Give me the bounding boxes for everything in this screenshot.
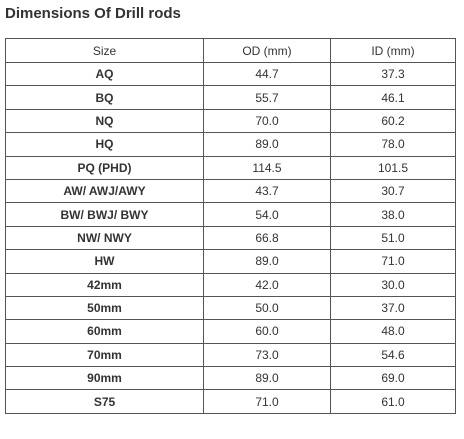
header-id: ID (mm) [330, 38, 456, 63]
cell-size: BQ [5, 85, 204, 110]
cell-id: 30.0 [330, 272, 456, 297]
cell-id: 69.0 [330, 366, 456, 391]
cell-size: BW/ BWJ/ BWY [5, 202, 204, 227]
cell-id: 46.1 [330, 85, 456, 110]
table-row: S75 71.0 61.0 [5, 389, 456, 414]
cell-id: 71.0 [330, 249, 456, 274]
cell-od: 54.0 [203, 202, 331, 227]
cell-id: 60.2 [330, 108, 456, 134]
cell-od: 71.0 [203, 389, 331, 414]
cell-size: 90mm [5, 366, 204, 391]
cell-size: S75 [5, 389, 204, 414]
cell-od: 89.0 [203, 132, 331, 157]
cell-od: 44.7 [203, 61, 331, 87]
cell-size: 50mm [5, 295, 204, 321]
cell-size: AQ [5, 61, 204, 87]
cell-id: 101.5 [330, 155, 456, 180]
cell-size: NQ [5, 108, 204, 134]
cell-size: HQ [5, 132, 204, 157]
table-row: 50mm 50.0 37.0 [5, 295, 456, 321]
table-header-row: Size OD (mm) ID (mm) [5, 38, 456, 63]
cell-size: 42mm [5, 272, 204, 297]
cell-od: 89.0 [203, 249, 331, 274]
table-row: BQ 55.7 46.1 [5, 85, 456, 110]
table-row: 42mm 42.0 30.0 [5, 272, 456, 297]
cell-id: 37.0 [330, 295, 456, 321]
table-row: NW/ NWY 66.8 51.0 [5, 225, 456, 251]
cell-od: 66.8 [203, 225, 331, 251]
cell-od: 42.0 [203, 272, 331, 297]
cell-id: 30.7 [330, 178, 456, 204]
table-row: 70mm 73.0 54.6 [5, 342, 456, 368]
header-od: OD (mm) [203, 38, 331, 63]
table-row: HW 89.0 71.0 [5, 249, 456, 274]
cell-od: 55.7 [203, 85, 331, 110]
cell-od: 60.0 [203, 319, 331, 344]
cell-id: 78.0 [330, 132, 456, 157]
cell-id: 54.6 [330, 342, 456, 368]
cell-size: AW/ AWJ/AWY [5, 178, 204, 204]
cell-size: NW/ NWY [5, 225, 204, 251]
cell-od: 70.0 [203, 108, 331, 134]
table-row: 90mm 89.0 69.0 [5, 366, 456, 391]
cell-od: 50.0 [203, 295, 331, 321]
table-row: AW/ AWJ/AWY 43.7 30.7 [5, 178, 456, 204]
cell-id: 38.0 [330, 202, 456, 227]
cell-size: 60mm [5, 319, 204, 344]
cell-id: 51.0 [330, 225, 456, 251]
cell-od: 89.0 [203, 366, 331, 391]
table-row: 60mm 60.0 48.0 [5, 319, 456, 344]
cell-id: 61.0 [330, 389, 456, 414]
drill-rod-dimensions-table: Size OD (mm) ID (mm) AQ 44.7 37.3 BQ 55.7 46.… [5, 38, 456, 414]
cell-size: 70mm [5, 342, 204, 368]
cell-size: HW [5, 249, 204, 274]
table-row: BW/ BWJ/ BWY 54.0 38.0 [5, 202, 456, 227]
cell-od: 114.5 [203, 155, 331, 180]
cell-size: PQ (PHD) [5, 155, 204, 180]
cell-od: 43.7 [203, 178, 331, 204]
cell-id: 37.3 [330, 61, 456, 87]
cell-id: 48.0 [330, 319, 456, 344]
table-row: HQ 89.0 78.0 [5, 132, 456, 157]
table-body: AQ 44.7 37.3 BQ 55.7 46.1 NQ 70.0 60.2 HQ 89.0 78.0… [5, 61, 456, 414]
table-row: NQ 70.0 60.2 [5, 108, 456, 134]
table-row: PQ (PHD) 114.5 101.5 [5, 155, 456, 180]
header-size: Size [5, 38, 204, 63]
cell-od: 73.0 [203, 342, 331, 368]
drill-rod-dimensions-table-container: Size OD (mm) ID (mm) AQ 44.7 37.3 BQ 55.7 46.… [5, 38, 456, 414]
table-row: AQ 44.7 37.3 [5, 61, 456, 87]
page-title: Dimensions Of Drill rods [5, 5, 181, 22]
